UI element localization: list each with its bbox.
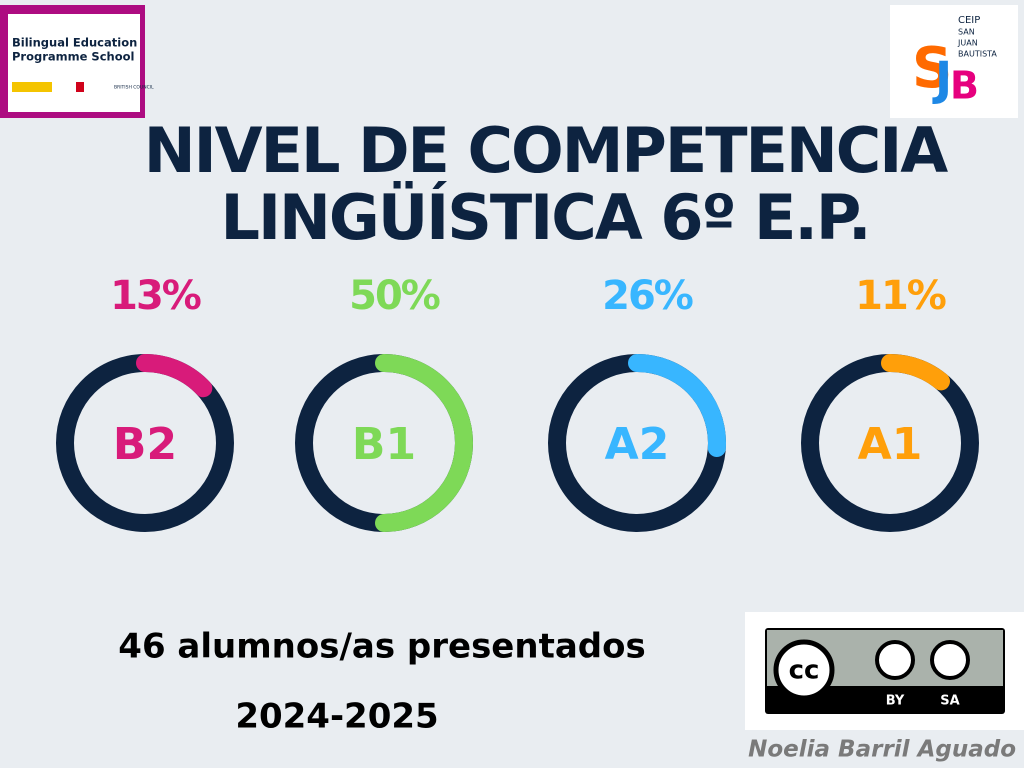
logo-text: JUAN — [957, 39, 978, 48]
svg-text:J: J — [932, 52, 952, 106]
students-count: 46 alumnos/as presentados — [118, 627, 645, 667]
donut-arc — [628, 354, 726, 458]
bilingual-logo: Bilingual Education Programme School BRI… — [0, 5, 154, 118]
license-text: SA — [940, 694, 959, 709]
percent-label: 11% — [855, 273, 946, 319]
level-label: A1 — [858, 419, 923, 470]
svg-text:S: S — [912, 36, 952, 101]
license-text: cc — [789, 656, 820, 686]
logo-text: CEIP — [958, 15, 980, 26]
donut-arc — [881, 354, 950, 391]
logo-text: BRITISH COUNCIL — [114, 85, 154, 91]
donut-arc — [375, 354, 473, 532]
logo-text: Bilingual Education — [12, 36, 137, 50]
charts: 13% B2 50% B1 26% A2 11% A1 — [56, 273, 979, 532]
author: Noelia Barril Aguado — [748, 737, 1016, 763]
school-logo: S J B CEIP SAN JUAN BAUTISTA — [890, 5, 1018, 118]
level-label: B2 — [113, 419, 177, 470]
title: LINGÜÍSTICA 6º E.P. — [220, 181, 869, 254]
level-label: B1 — [352, 419, 416, 470]
title: NIVEL DE COMPETENCIA — [144, 114, 949, 187]
logo-text: SAN — [958, 28, 975, 37]
level-label: A2 — [605, 419, 670, 470]
percent-label: 26% — [602, 273, 693, 319]
license-text: BY — [886, 694, 905, 709]
logo-text: BAUTISTA — [958, 50, 997, 59]
license-badge: cc BY SA — [745, 612, 1024, 730]
logo-text: Programme School — [12, 50, 134, 64]
svg-text:B: B — [950, 64, 979, 108]
percent-label: 13% — [110, 273, 201, 319]
school-year: 2024-2025 — [235, 697, 438, 737]
donut-arc — [136, 354, 213, 398]
percent-label: 50% — [349, 273, 440, 319]
